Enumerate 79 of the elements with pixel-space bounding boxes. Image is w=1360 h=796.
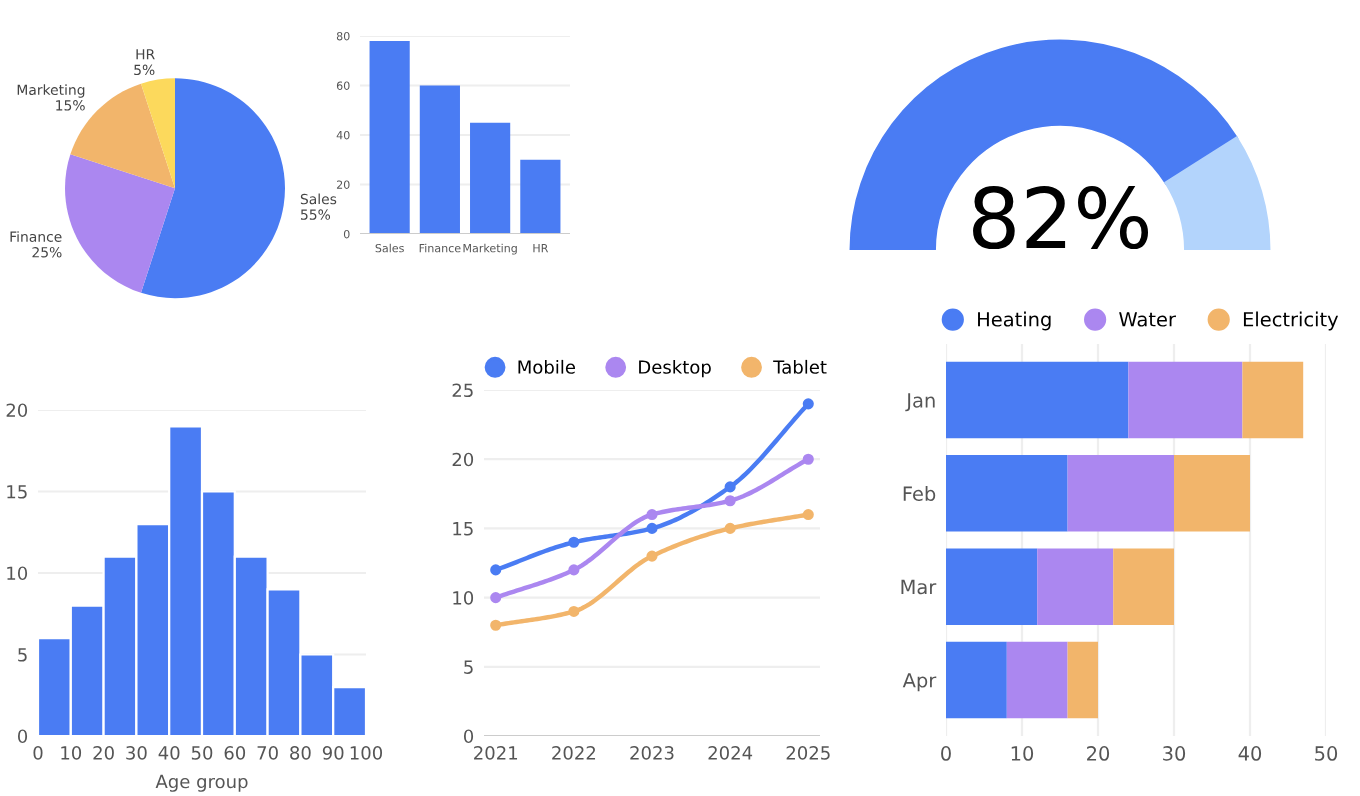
- pie-slice: [141, 78, 175, 189]
- text: 82%: [973, 186, 1149, 250]
- x-tick-label: 100: [350, 746, 383, 760]
- x-tick-label: 30: [1163, 746, 1186, 761]
- y-tick-label: 0: [17, 729, 28, 744]
- x-tick-label: 2022: [552, 746, 596, 760]
- bar: [1006, 641, 1068, 719]
- x-tick-label: 20: [93, 746, 114, 760]
- x-tick-label: 70: [257, 746, 278, 760]
- x-tick-label: 80: [290, 746, 311, 760]
- point: [724, 495, 736, 507]
- x-tick-label: 10: [1011, 746, 1034, 761]
- pie-slice: [65, 154, 175, 293]
- bar: [946, 548, 1038, 625]
- y-tick-label: 15: [7, 485, 27, 499]
- point: [646, 509, 658, 521]
- legend-label: Electricity: [1243, 311, 1339, 331]
- point: [490, 619, 502, 631]
- bar: [1242, 361, 1304, 439]
- y-tick-label: Apr: [902, 673, 937, 692]
- bar: [946, 361, 1129, 439]
- point: [568, 564, 580, 576]
- bar: [1174, 455, 1250, 532]
- pie-slice: [141, 78, 285, 299]
- x-tick-label: 50: [191, 746, 213, 760]
- y-tick-label: Mar: [901, 579, 937, 595]
- point: [724, 522, 736, 534]
- bar: [946, 455, 1068, 532]
- point: [802, 453, 814, 465]
- point: [568, 605, 580, 617]
- legend-label: Heating: [978, 311, 1051, 331]
- bar: [520, 159, 561, 234]
- bar: [1067, 455, 1174, 532]
- point: [802, 509, 814, 521]
- y-tick-label: Jan: [905, 393, 935, 412]
- point: [490, 564, 502, 576]
- x-tick-label: 2021: [474, 746, 518, 760]
- x-tick-label: 50: [1315, 746, 1338, 761]
- x-tick-label: 2025: [786, 746, 830, 760]
- y-tick-label: 25: [452, 383, 473, 398]
- point: [568, 536, 580, 548]
- x-tick-label: 0: [33, 746, 43, 760]
- y-tick-label: 0: [463, 729, 474, 744]
- x-tick-label: 40: [158, 746, 180, 760]
- x-tick-label: 20: [1087, 746, 1110, 761]
- bar: [1037, 548, 1114, 625]
- y-tick-label: 20: [452, 452, 474, 467]
- legend-label: Desktop: [639, 359, 711, 378]
- point: [802, 398, 814, 410]
- point: [646, 522, 658, 534]
- y-tick-label: 5: [464, 660, 473, 674]
- x-tick-label: 2023: [630, 746, 674, 760]
- bar: [1113, 548, 1174, 625]
- legend-label: Mobile: [518, 359, 575, 374]
- x-tick-label: 60: [224, 746, 246, 760]
- bar: [1067, 641, 1098, 719]
- legend-label: Water: [1119, 312, 1176, 327]
- y-tick-label: 10: [453, 591, 474, 605]
- x-tick-label: 10: [61, 746, 82, 760]
- point: [724, 481, 736, 493]
- x-tick-label: 0: [941, 746, 951, 761]
- point: [490, 592, 502, 604]
- y-tick-label: 5: [18, 648, 27, 662]
- bar: [946, 641, 1007, 719]
- y-tick-label: Feb: [903, 485, 936, 502]
- bar: [369, 40, 410, 234]
- y-tick-label: 10: [7, 566, 28, 581]
- bar: [419, 85, 460, 234]
- y-tick-label: 20: [6, 403, 28, 418]
- x-tick-label: 90: [322, 746, 344, 760]
- y-tick-label: 15: [453, 522, 473, 536]
- legend-label: Tablet: [773, 359, 827, 374]
- x-tick-label: 40: [1238, 746, 1262, 761]
- bar: [1128, 361, 1243, 439]
- bar: [470, 122, 511, 234]
- x-tick-label: 2024: [708, 746, 753, 760]
- x-axis-title: Age group: [155, 774, 248, 792]
- x-tick-label: 30: [126, 746, 147, 760]
- point: [646, 550, 658, 562]
